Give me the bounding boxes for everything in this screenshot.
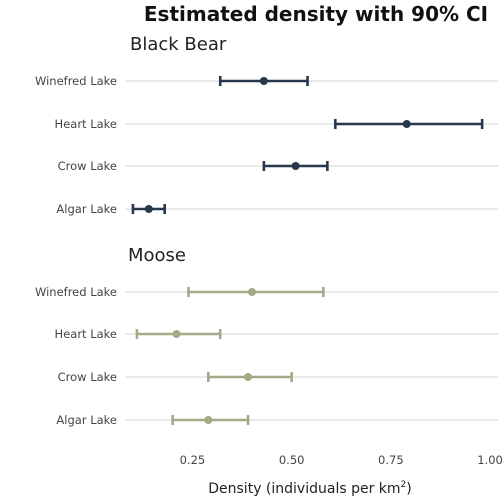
- panel-title: Black Bear: [130, 34, 227, 55]
- category-label: Algar Lake: [56, 202, 117, 216]
- x-tick-label: 1.00: [477, 453, 503, 467]
- x-tick-label: 0.25: [180, 453, 206, 467]
- x-axis-label: Density (individuals per km2): [208, 480, 411, 497]
- estimate-point: [172, 330, 181, 338]
- category-label: Heart Lake: [55, 327, 117, 341]
- x-axis: 0.25 0.50 0.75 1.00: [180, 453, 503, 467]
- category-label: Winefred Lake: [35, 285, 117, 299]
- panel-title: Moose: [128, 245, 186, 266]
- estimate-point: [247, 288, 256, 296]
- estimate-point: [402, 120, 411, 128]
- estimate-point: [259, 77, 268, 85]
- estimate-point: [144, 205, 153, 213]
- category-label: Crow Lake: [58, 370, 117, 384]
- x-axis-label-end: ): [406, 481, 411, 497]
- category-label: Heart Lake: [55, 117, 117, 131]
- chart-title: Estimated density with 90% CI: [144, 2, 488, 26]
- estimate-point: [291, 162, 300, 170]
- estimate-point: [204, 416, 213, 424]
- x-tick-label: 0.75: [378, 453, 404, 467]
- category-label: Algar Lake: [56, 413, 117, 427]
- category-label: Crow Lake: [58, 159, 117, 173]
- estimate-point: [244, 373, 253, 381]
- panels: Black Bear Winefred Lake Heart Lake Crow La…: [35, 34, 498, 427]
- x-tick-label: 0.50: [279, 453, 305, 467]
- panel-moose: Moose Winefred Lake Heart Lake Crow Lake Alg…: [35, 245, 498, 427]
- x-axis-label-superscript: 2: [401, 480, 407, 490]
- category-label: Winefred Lake: [35, 74, 117, 88]
- x-axis-label-main: Density (individuals per km: [208, 481, 400, 497]
- panel-black-bear: Black Bear Winefred Lake Heart Lake Crow La…: [35, 34, 498, 216]
